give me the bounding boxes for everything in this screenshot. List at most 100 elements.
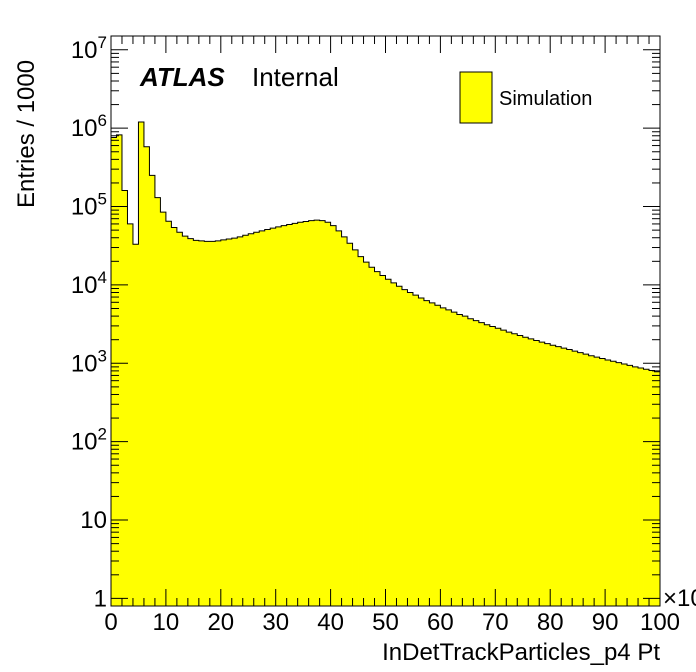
histogram-bin bbox=[517, 335, 524, 606]
histogram-bin bbox=[286, 224, 293, 606]
atlas-label: ATLAS bbox=[139, 62, 225, 92]
histogram-bin bbox=[385, 279, 392, 606]
histogram-bin bbox=[390, 282, 397, 606]
histogram-bin bbox=[533, 340, 540, 606]
histogram-bin bbox=[429, 302, 436, 606]
x-multiplier-label: ×10 bbox=[663, 585, 696, 612]
histogram-bin bbox=[544, 343, 551, 606]
histogram-bin bbox=[412, 295, 419, 606]
x-tick-label: 90 bbox=[592, 609, 619, 636]
histogram-bin bbox=[478, 322, 485, 606]
x-tick-label: 80 bbox=[537, 609, 564, 636]
histogram-bin bbox=[528, 338, 535, 606]
histogram-bin bbox=[396, 286, 403, 606]
legend-swatch bbox=[459, 71, 493, 124]
histogram-bin bbox=[369, 267, 375, 606]
histogram-bin bbox=[511, 333, 518, 606]
histogram-bin bbox=[572, 351, 579, 606]
histogram-bin bbox=[643, 369, 650, 606]
histogram-bin bbox=[456, 314, 463, 606]
histogram-bin bbox=[297, 222, 304, 606]
histogram-bin bbox=[605, 360, 611, 606]
histogram-bin bbox=[566, 349, 573, 606]
histogram-bin bbox=[132, 244, 139, 606]
histogram-bin bbox=[253, 232, 260, 606]
histogram-bin bbox=[111, 137, 117, 607]
histogram-bin bbox=[127, 223, 134, 607]
histogram-bin bbox=[451, 312, 458, 606]
histogram-bin bbox=[292, 223, 299, 606]
histogram-bin bbox=[165, 221, 172, 606]
x-tick-label: 70 bbox=[482, 609, 509, 636]
histogram-bin bbox=[264, 229, 271, 606]
histogram-bin bbox=[237, 236, 244, 606]
histogram-bin bbox=[270, 228, 277, 606]
histogram-bin bbox=[380, 275, 386, 606]
histogram-outline bbox=[110, 121, 661, 606]
histogram-bin bbox=[226, 239, 233, 606]
tick-labels: 0 10 20 30 40 50 60 70 80 90 100110102103104105106… bbox=[71, 33, 680, 636]
histogram-bin bbox=[588, 355, 595, 606]
y-tick-label: 104 bbox=[71, 268, 107, 299]
x-tick-label: 50 bbox=[372, 609, 399, 636]
histogram-layer bbox=[110, 121, 661, 607]
histogram-bin bbox=[539, 342, 546, 606]
x-tick-label: 20 bbox=[207, 609, 234, 636]
y-tick-label: 103 bbox=[71, 346, 107, 377]
histogram-bin bbox=[506, 332, 513, 606]
y-tick-label: 106 bbox=[71, 111, 107, 142]
histogram-bin bbox=[198, 240, 205, 606]
histogram-bin bbox=[259, 230, 266, 606]
histogram-bin bbox=[599, 358, 606, 606]
histogram-bin bbox=[160, 212, 167, 607]
y-tick-label: 1 bbox=[94, 585, 107, 612]
histogram-bin bbox=[434, 305, 441, 606]
histogram-bin bbox=[621, 363, 628, 606]
histogram-bin bbox=[231, 238, 238, 607]
x-tick-label: 30 bbox=[262, 609, 289, 636]
histogram-bin bbox=[121, 190, 128, 606]
histogram-bin bbox=[473, 320, 480, 606]
histogram-bin bbox=[423, 300, 430, 606]
x-tick-label: 100 bbox=[640, 609, 680, 636]
histogram-bin bbox=[308, 220, 315, 606]
y-axis-title: Entries / 1000 bbox=[13, 60, 40, 208]
x-tick-label: 10 bbox=[153, 609, 180, 636]
x-axis-title: InDetTrackParticles_p4 Pt bbox=[382, 639, 660, 666]
histogram-bin bbox=[632, 366, 639, 606]
histogram-bin bbox=[358, 256, 364, 606]
histogram-bin bbox=[440, 307, 447, 606]
histogram-bin bbox=[445, 309, 452, 606]
histogram-bin bbox=[467, 318, 474, 606]
histogram-bin bbox=[176, 232, 183, 606]
tick-marks bbox=[110, 36, 661, 606]
legend-entry-simulation: Simulation bbox=[499, 88, 592, 110]
histogram-bin bbox=[407, 292, 414, 606]
histogram-bin bbox=[418, 298, 425, 606]
histogram-bin bbox=[495, 328, 502, 606]
histogram-bin bbox=[275, 226, 282, 606]
histogram-bin bbox=[330, 225, 337, 606]
histogram-bin bbox=[116, 134, 123, 607]
histogram-bin bbox=[561, 348, 568, 606]
histogram-bin bbox=[363, 262, 370, 606]
histogram-bin bbox=[347, 243, 353, 607]
histogram-bin bbox=[616, 362, 622, 606]
histogram-bin bbox=[138, 121, 145, 606]
histogram-bin bbox=[654, 371, 661, 606]
histogram-bin bbox=[401, 289, 408, 606]
histogram-bin bbox=[577, 352, 584, 606]
histogram-bin bbox=[341, 236, 348, 606]
histogram-bin bbox=[314, 220, 321, 606]
histogram-bin bbox=[336, 230, 342, 606]
histogram-bin bbox=[325, 222, 331, 606]
histogram-bin bbox=[649, 370, 655, 606]
histogram-bin bbox=[352, 249, 359, 607]
histogram-bin bbox=[154, 197, 161, 606]
histogram-bin bbox=[638, 368, 644, 606]
histogram-bin bbox=[215, 240, 222, 606]
histogram-bin bbox=[500, 330, 507, 606]
histogram-bin bbox=[248, 233, 255, 606]
histogram-bin bbox=[583, 354, 590, 606]
